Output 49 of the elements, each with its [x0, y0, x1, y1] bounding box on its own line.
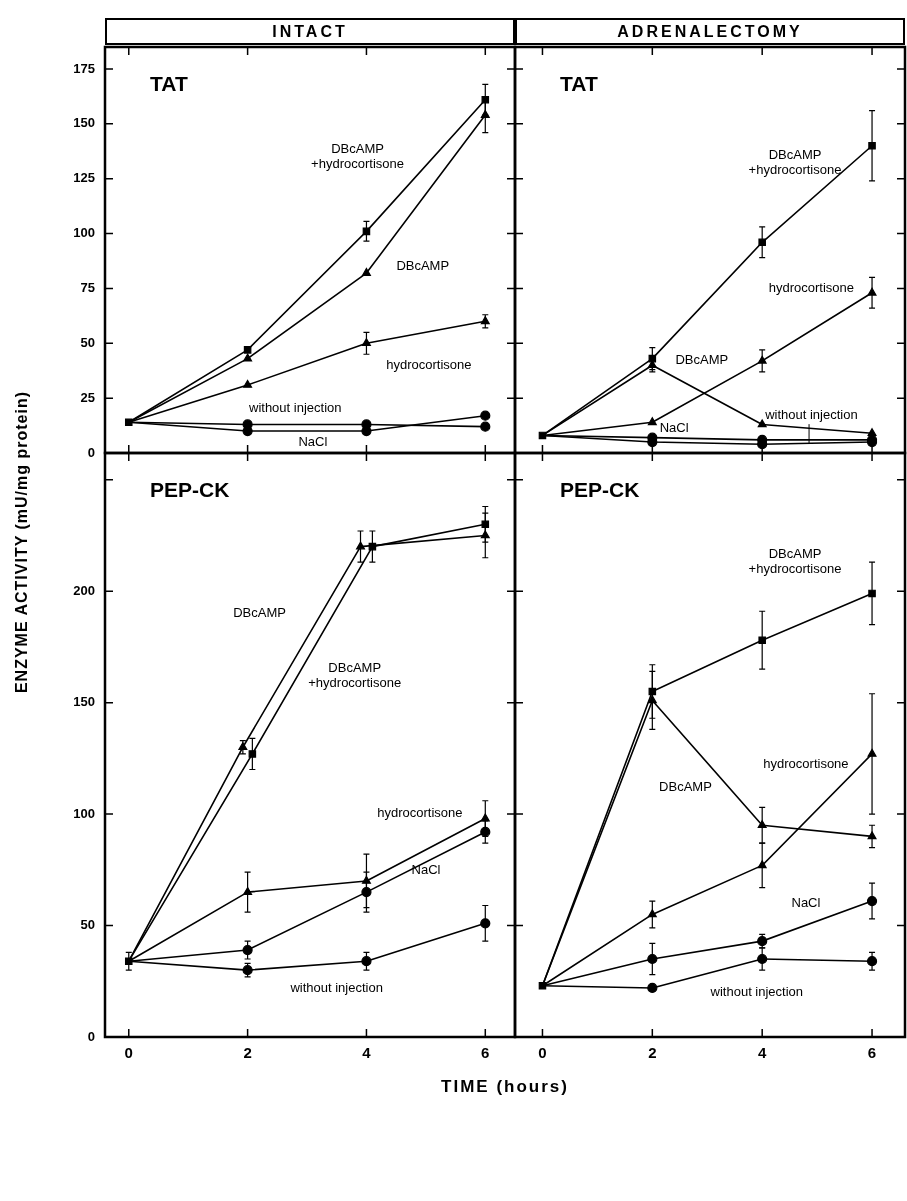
x-tick-label: 6 [867, 1044, 877, 1062]
y-tick-label: 0 [87, 444, 95, 460]
series-label: without injection [247, 399, 342, 415]
y-tick-label: 0 [87, 1028, 95, 1044]
series-label: hydrocortisone [386, 356, 472, 372]
y-tick-label: 75 [80, 279, 95, 295]
series-label: DBcAMP [396, 257, 450, 273]
x-tick-label: 2 [648, 1044, 657, 1062]
text: PEP-CK [150, 478, 230, 502]
series-label: NaCl [659, 420, 689, 436]
y-tick-label: 175 [73, 60, 95, 76]
series-label: DBcAMP +hydrocortisone [748, 147, 842, 178]
x-axis-title: TIME (hours) [441, 1077, 569, 1097]
text: PEP-CK [560, 478, 640, 502]
text: TAT [560, 72, 598, 96]
series-label: without injection [289, 979, 383, 995]
series-label: without injection [764, 407, 858, 423]
series-label: DBcAMP +hydrocortisone [311, 140, 404, 171]
text: DBcAMP +hydrocortisone [748, 546, 842, 577]
series-label: DBcAMP [675, 352, 729, 368]
y-tick-label: 100 [73, 805, 95, 821]
y-tick-label: 150 [73, 694, 95, 710]
y-tick-label: 150 [73, 115, 95, 131]
series-label: without injection [709, 984, 804, 1000]
y-tick-label: 100 [73, 225, 95, 241]
series-label: hydrocortisone [377, 805, 463, 821]
x-tick-label: 4 [362, 1044, 372, 1062]
y-axis-title: ENZYME ACTIVITY (mU/mg protein) [13, 390, 31, 694]
x-tick-label: 0 [124, 1044, 133, 1062]
x-tick-label: 4 [758, 1044, 768, 1062]
series-label: hydrocortisone [763, 756, 849, 772]
y-tick-label: 125 [73, 170, 95, 186]
series-label: DBcAMP +hydrocortisone [308, 660, 402, 691]
y-tick-label: 25 [80, 389, 95, 405]
series-label: NaCl [298, 433, 328, 449]
chart-title: ADRENALECTOMY [515, 18, 905, 45]
y-tick-label: 50 [80, 334, 95, 350]
series-label: NaCl [411, 861, 441, 877]
y-tick-label: 50 [80, 917, 95, 933]
series-label: DBcAMP [659, 779, 712, 795]
x-tick-label: 0 [538, 1044, 547, 1062]
text: TAT [150, 72, 188, 96]
series-label: NaCl [791, 894, 821, 910]
series-label: hydrocortisone [768, 280, 855, 296]
x-tick-label: 2 [243, 1044, 252, 1062]
y-tick-label: 200 [73, 582, 95, 598]
x-tick-label: 6 [481, 1044, 490, 1062]
text: DBcAMP [233, 605, 286, 621]
chart-title: INTACT [105, 18, 515, 45]
